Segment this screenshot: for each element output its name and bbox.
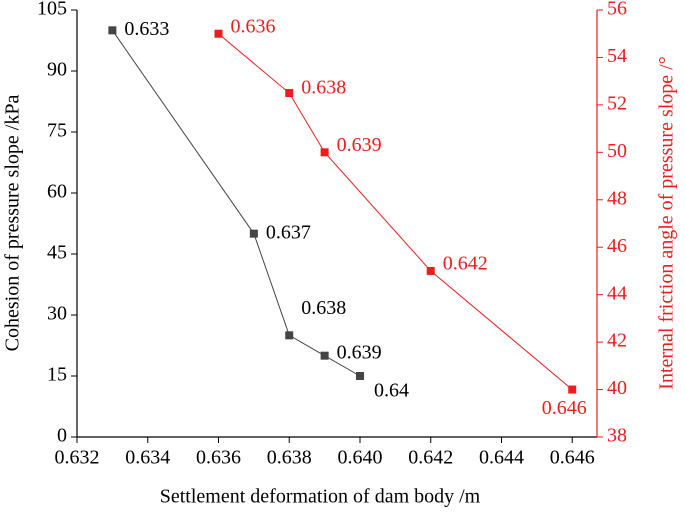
- y-tick-label: 30: [47, 303, 67, 325]
- y2-axis-label: Internal friction angle of pressure slop…: [656, 56, 678, 389]
- point-label: 0.636: [230, 15, 275, 37]
- y2-tick-label: 46: [607, 235, 627, 257]
- y-tick-label: 90: [47, 59, 67, 81]
- y2-tick-label: 50: [607, 140, 627, 162]
- x-tick-label: 0.642: [408, 447, 453, 469]
- y-tick-label: 60: [47, 181, 67, 203]
- point: [426, 266, 435, 275]
- y2-tick-label: 48: [607, 187, 627, 209]
- x-tick-label: 0.634: [125, 447, 170, 469]
- point: [320, 148, 329, 157]
- point-label: 0.639: [337, 341, 382, 363]
- y2-tick-label: 38: [607, 425, 627, 447]
- point-label: 0.646: [542, 397, 587, 419]
- point: [568, 385, 577, 394]
- point: [320, 351, 329, 360]
- y-tick-label: 0: [57, 425, 67, 447]
- x-tick-label: 0.644: [479, 447, 524, 469]
- y2-tick-label: 44: [607, 282, 627, 304]
- y2-tick-label: 42: [607, 330, 627, 352]
- point-label: 0.638: [301, 77, 346, 99]
- point: [355, 372, 364, 380]
- point: [285, 89, 294, 98]
- point-label: 0.633: [124, 18, 169, 40]
- point: [108, 26, 117, 35]
- y2-tick-label: 40: [607, 377, 627, 399]
- x-tick-label: 0.646: [550, 447, 595, 469]
- point: [249, 229, 258, 238]
- x-tick-label: 0.632: [55, 447, 100, 469]
- y-axis-label: Cohesion of pressure slope /kPa: [2, 95, 24, 352]
- y-tick-label: 105: [37, 0, 67, 20]
- point-label: 0.639: [337, 134, 382, 156]
- point: [214, 29, 223, 38]
- y-tick-label: 75: [47, 120, 67, 142]
- y2-tick-label: 52: [607, 92, 627, 114]
- point-label: 0.637: [266, 221, 311, 243]
- x-tick-label: 0.636: [196, 447, 241, 469]
- y2-tick-label: 56: [607, 0, 627, 20]
- point-label: 0.638: [301, 297, 346, 319]
- y-tick-label: 15: [47, 364, 67, 386]
- series-line: [218, 33, 573, 390]
- x-tick-label: 0.640: [337, 447, 382, 469]
- point-label: 0.642: [443, 253, 488, 275]
- x-tick-label: 0.638: [267, 447, 312, 469]
- y2-tick-label: 54: [607, 45, 627, 67]
- point-label: 0.64: [374, 380, 409, 402]
- x-axis-label: Settlement deformation of dam body /m: [160, 486, 481, 508]
- y-tick-label: 45: [47, 242, 67, 264]
- point: [285, 331, 294, 340]
